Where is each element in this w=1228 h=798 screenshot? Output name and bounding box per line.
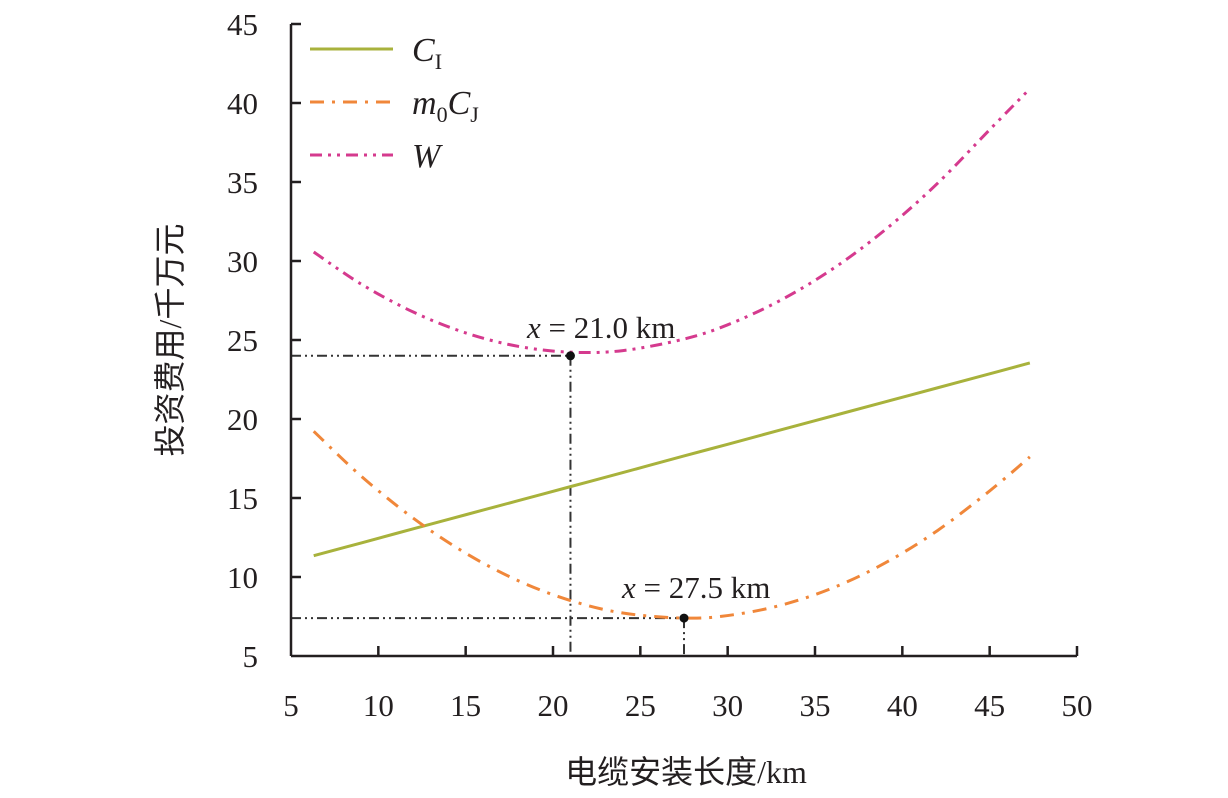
x-tick-label: 30 bbox=[712, 688, 743, 723]
annotation-variable: x bbox=[621, 570, 636, 605]
legend-subscript: I bbox=[435, 49, 442, 74]
y-tick-label: 35 bbox=[227, 165, 258, 200]
optimum-marker bbox=[565, 351, 575, 361]
x-tick-label: 40 bbox=[887, 688, 918, 723]
annotation-value: = 27.5 km bbox=[636, 570, 771, 605]
annotation-label: x = 21.0 km bbox=[526, 310, 675, 345]
series-line-m0cj bbox=[312, 430, 1031, 620]
legend-symbol: W bbox=[412, 138, 443, 175]
legend-subscript: J bbox=[470, 102, 479, 127]
reference-lines bbox=[291, 354, 685, 656]
x-tick-label: 10 bbox=[363, 688, 394, 723]
y-ticks: 5 10 15 20 25 30 35 40 45 bbox=[227, 7, 301, 674]
x-tick-label: 20 bbox=[538, 688, 569, 723]
series-line-w bbox=[312, 87, 1031, 355]
reference-line bbox=[291, 354, 572, 656]
y-tick-label: 5 bbox=[243, 639, 259, 674]
series-group bbox=[312, 87, 1031, 620]
y-tick-label: 45 bbox=[227, 7, 258, 42]
legend-symbol: m bbox=[412, 85, 437, 122]
legend-entry: m0CJ bbox=[412, 85, 479, 127]
x-tick-label: 15 bbox=[450, 688, 481, 723]
x-ticks: 5 10 15 20 25 30 35 40 45 50 bbox=[283, 646, 1093, 723]
y-tick-label: 40 bbox=[227, 86, 258, 121]
y-tick-label: 10 bbox=[227, 560, 258, 595]
x-tick-label: 50 bbox=[1062, 688, 1093, 723]
series-line-ci bbox=[313, 361, 1031, 558]
legend-subscript: 0 bbox=[437, 102, 448, 127]
axes bbox=[289, 24, 1077, 658]
x-tick-label: 45 bbox=[974, 688, 1005, 723]
optimum-marker bbox=[679, 613, 689, 623]
annotation-variable: x bbox=[526, 310, 541, 345]
annotation-label: x = 27.5 km bbox=[621, 570, 770, 605]
y-axis-label: 投资费用/千万元 bbox=[152, 224, 188, 457]
reference-line bbox=[291, 617, 685, 656]
x-tick-label: 25 bbox=[625, 688, 656, 723]
y-tick-label: 15 bbox=[227, 481, 258, 516]
x-tick-label: 5 bbox=[283, 688, 299, 723]
x-tick-label: 35 bbox=[800, 688, 831, 723]
annotation-value: = 21.0 km bbox=[541, 310, 676, 345]
legend-symbol: C bbox=[448, 85, 471, 122]
annotations: x = 21.0 kmx = 27.5 km bbox=[526, 310, 770, 623]
x-axis-label: 电缆安装长度/km bbox=[565, 754, 807, 790]
legend-symbol: C bbox=[412, 32, 435, 69]
y-tick-label: 25 bbox=[227, 323, 258, 358]
legend-entry: W bbox=[412, 138, 443, 175]
y-tick-label: 20 bbox=[227, 402, 258, 437]
y-tick-label: 30 bbox=[227, 244, 258, 279]
legend-entry: CI bbox=[412, 32, 442, 74]
